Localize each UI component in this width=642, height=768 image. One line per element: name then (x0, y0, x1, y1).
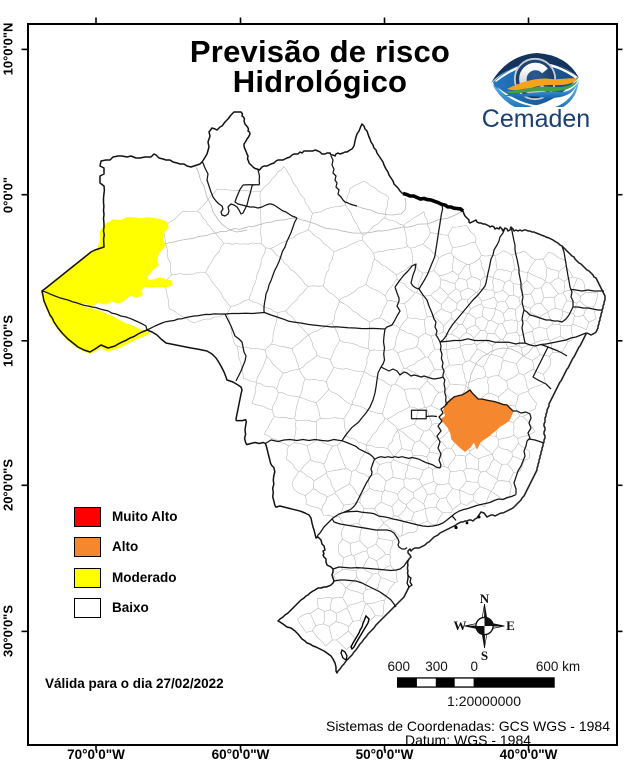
svg-text:1:20000000: 1:20000000 (447, 693, 521, 709)
svg-text:E: E (506, 618, 515, 633)
svg-text:300: 300 (425, 659, 448, 674)
svg-text:0: 0 (470, 659, 478, 674)
svg-text:S: S (481, 648, 488, 663)
svg-text:N: N (480, 591, 490, 606)
svg-text:600 km: 600 km (536, 659, 580, 674)
svg-text:600: 600 (388, 659, 411, 674)
svg-text:W: W (454, 618, 467, 633)
